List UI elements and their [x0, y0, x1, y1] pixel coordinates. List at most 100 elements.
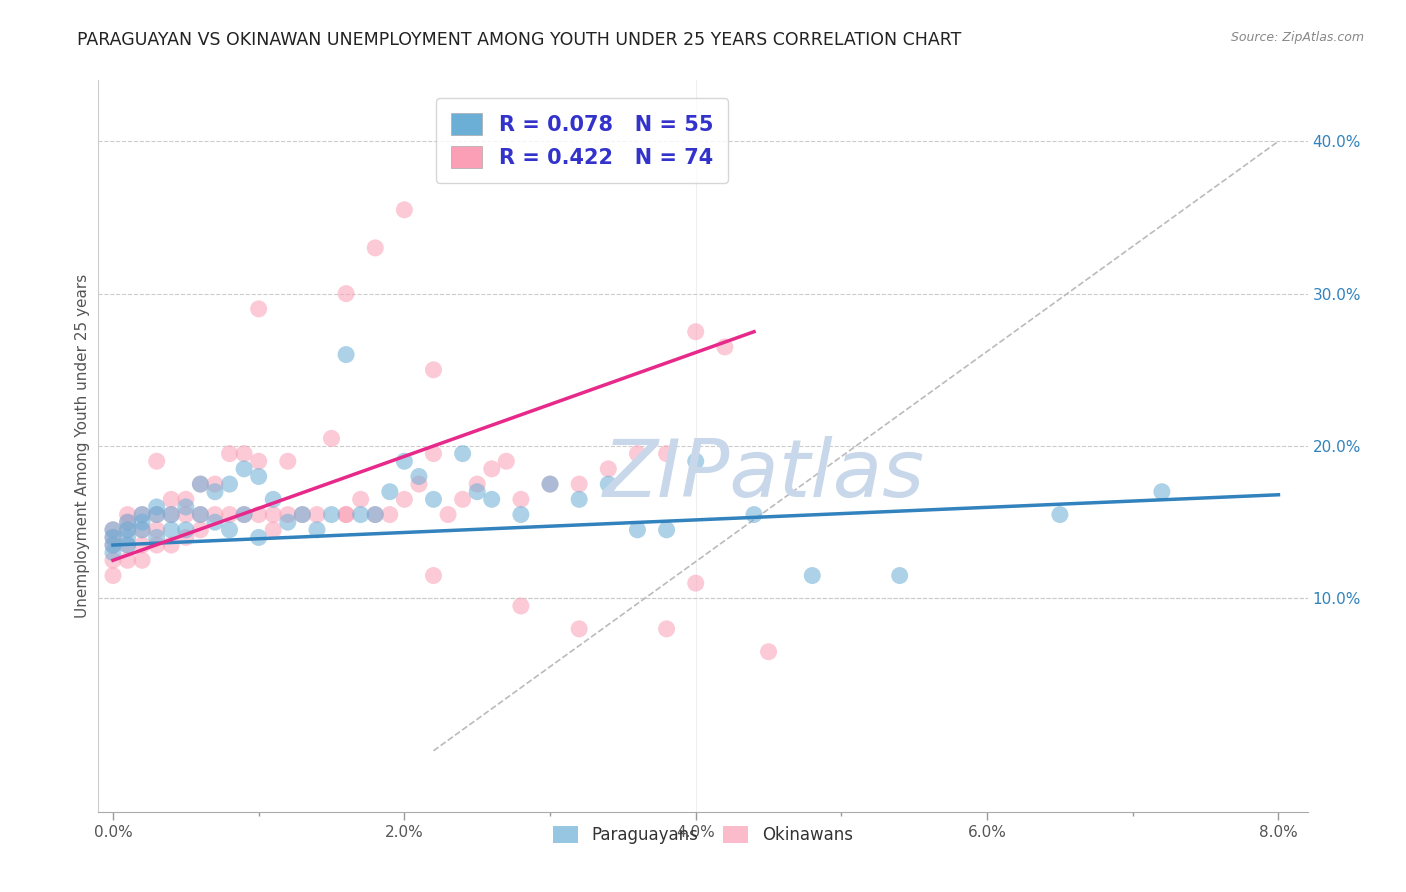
Point	[117, 523, 139, 537]
Point	[655, 622, 678, 636]
Point	[145, 523, 167, 537]
Point	[101, 530, 124, 544]
Point	[568, 492, 591, 507]
Text: ZIPatlas: ZIPatlas	[602, 436, 925, 515]
Point	[174, 530, 197, 544]
Point	[495, 454, 517, 468]
Point	[714, 340, 737, 354]
Point	[204, 477, 226, 491]
Point	[437, 508, 460, 522]
Point	[685, 576, 707, 591]
Point	[174, 523, 197, 537]
Point	[117, 538, 139, 552]
Point	[277, 515, 299, 529]
Point	[247, 301, 270, 316]
Point	[101, 538, 124, 552]
Point	[364, 508, 387, 522]
Point	[626, 447, 648, 461]
Legend: Paraguayans, Okinawans: Paraguayans, Okinawans	[547, 820, 859, 851]
Point	[509, 508, 531, 522]
Point	[131, 553, 153, 567]
Point	[335, 286, 357, 301]
Point	[131, 515, 153, 529]
Point	[204, 515, 226, 529]
Point	[117, 553, 139, 567]
Point	[145, 530, 167, 544]
Point	[481, 492, 503, 507]
Point	[247, 508, 270, 522]
Point	[305, 523, 328, 537]
Point	[378, 484, 401, 499]
Point	[538, 477, 561, 491]
Point	[101, 530, 124, 544]
Point	[277, 454, 299, 468]
Point	[465, 484, 488, 499]
Point	[117, 515, 139, 529]
Point	[626, 523, 648, 537]
Point	[262, 492, 284, 507]
Text: Source: ZipAtlas.com: Source: ZipAtlas.com	[1230, 31, 1364, 45]
Point	[174, 500, 197, 514]
Point	[101, 523, 124, 537]
Point	[190, 477, 212, 491]
Point	[160, 492, 183, 507]
Point	[101, 546, 124, 560]
Point	[335, 347, 357, 362]
Point	[262, 508, 284, 522]
Point	[218, 508, 240, 522]
Point	[801, 568, 824, 582]
Point	[422, 492, 444, 507]
Point	[305, 508, 328, 522]
Point	[233, 508, 256, 522]
Point	[101, 568, 124, 582]
Point	[655, 523, 678, 537]
Point	[509, 599, 531, 613]
Point	[190, 477, 212, 491]
Point	[101, 553, 124, 567]
Point	[145, 538, 167, 552]
Point	[218, 477, 240, 491]
Point	[889, 568, 911, 582]
Point	[758, 645, 780, 659]
Point	[247, 530, 270, 544]
Point	[291, 508, 314, 522]
Point	[291, 508, 314, 522]
Point	[509, 492, 531, 507]
Point	[117, 515, 139, 529]
Point	[190, 523, 212, 537]
Point	[350, 508, 373, 522]
Point	[190, 508, 212, 522]
Y-axis label: Unemployment Among Youth under 25 years: Unemployment Among Youth under 25 years	[75, 274, 90, 618]
Point	[568, 477, 591, 491]
Point	[145, 500, 167, 514]
Point	[350, 492, 373, 507]
Point	[117, 508, 139, 522]
Point	[160, 538, 183, 552]
Point	[174, 492, 197, 507]
Point	[131, 508, 153, 522]
Point	[160, 523, 183, 537]
Point	[364, 241, 387, 255]
Point	[174, 508, 197, 522]
Point	[394, 454, 416, 468]
Point	[131, 523, 153, 537]
Point	[101, 538, 124, 552]
Point	[145, 454, 167, 468]
Point	[538, 477, 561, 491]
Point	[465, 477, 488, 491]
Point	[190, 508, 212, 522]
Point	[233, 508, 256, 522]
Point	[335, 508, 357, 522]
Point	[408, 469, 430, 483]
Point	[335, 508, 357, 522]
Point	[408, 477, 430, 491]
Point	[321, 508, 343, 522]
Point	[160, 508, 183, 522]
Point	[131, 508, 153, 522]
Point	[145, 508, 167, 522]
Point	[1150, 484, 1173, 499]
Point	[451, 447, 474, 461]
Point	[451, 492, 474, 507]
Point	[685, 325, 707, 339]
Point	[394, 202, 416, 217]
